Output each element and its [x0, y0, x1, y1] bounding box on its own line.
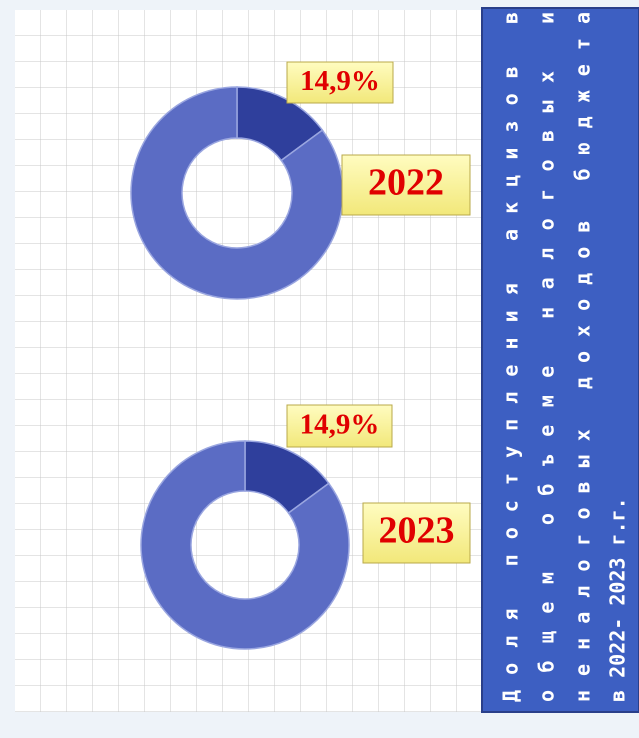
year-label: 2023 [379, 510, 455, 552]
value-label: 14,9% [300, 65, 380, 97]
title-line: неналоговых доходов бюджета [571, 12, 595, 702]
year-label-box [341, 154, 471, 216]
year-label-box [362, 502, 471, 564]
donut: 14,9% 2023 [140, 404, 471, 650]
donut: 14,9% 2022 [130, 61, 471, 300]
donut-segment [130, 86, 344, 300]
value-label-box [286, 404, 393, 448]
value-label-box [286, 61, 394, 104]
year-label: 2022 [368, 162, 444, 204]
charts: 14,9% 2022 14,9% 2023 [130, 61, 471, 650]
title-panel [481, 7, 639, 713]
value-label: 14,9% [300, 409, 380, 441]
title-line: в 2022- 2023 г.г. [606, 497, 630, 702]
donut-segment [140, 440, 350, 650]
